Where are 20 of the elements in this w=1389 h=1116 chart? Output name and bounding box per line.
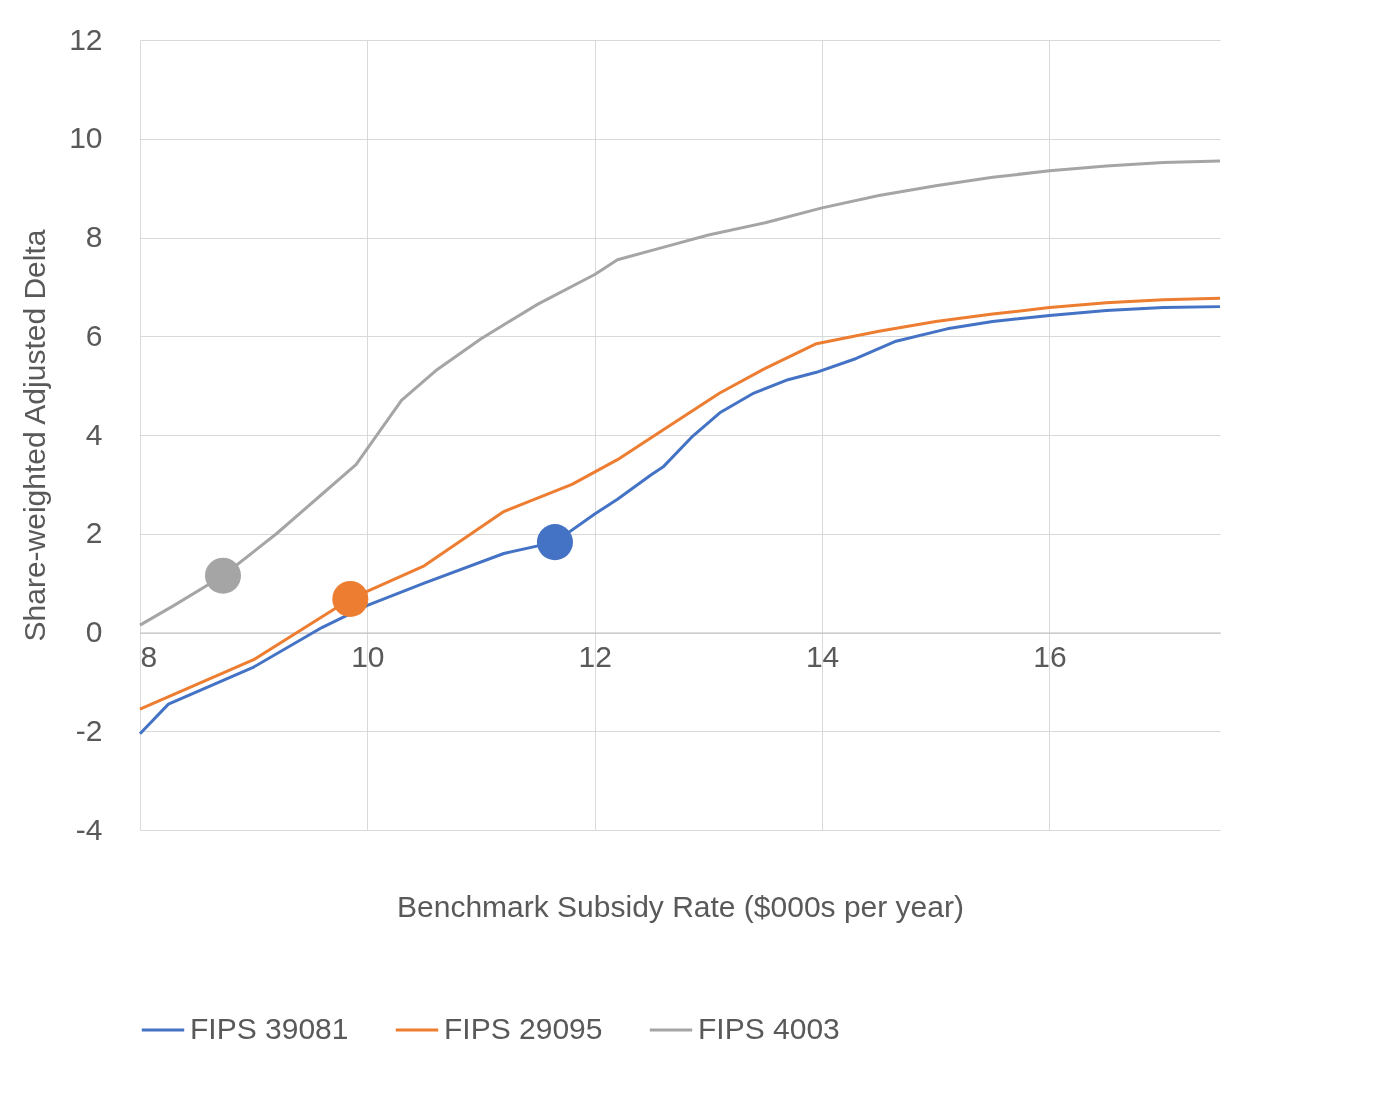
x-tick-label: 10 — [351, 640, 385, 673]
y-tick-label: 12 — [69, 22, 103, 56]
legend-label: FIPS 29095 — [444, 1012, 603, 1045]
line-series — [138, 159, 1222, 627]
y-tick-label: -4 — [75, 812, 103, 846]
y-tick-label: 6 — [85, 318, 103, 352]
x-tick-label: 8 — [140, 640, 158, 673]
y-tick-label: 2 — [85, 516, 103, 550]
x-tick-label: 14 — [805, 640, 840, 673]
y-tick-label: 10 — [69, 121, 103, 155]
legend-label: FIPS 39081 — [190, 1012, 349, 1045]
y-tick-label: 8 — [85, 220, 103, 253]
x-axis-title: Benchmark Subsidy Rate ($000s per year) — [397, 889, 964, 923]
legend-label: FIPS 4003 — [698, 1012, 840, 1045]
y-axis-title: Share-weighted Adjusted Delta — [18, 229, 52, 642]
y-tick-label: 4 — [85, 417, 103, 451]
y-tick-label: 0 — [85, 615, 103, 648]
y-tick-label: -2 — [75, 713, 103, 747]
x-tick-label: 12 — [578, 640, 612, 673]
x-tick-label: 16 — [1033, 640, 1067, 673]
